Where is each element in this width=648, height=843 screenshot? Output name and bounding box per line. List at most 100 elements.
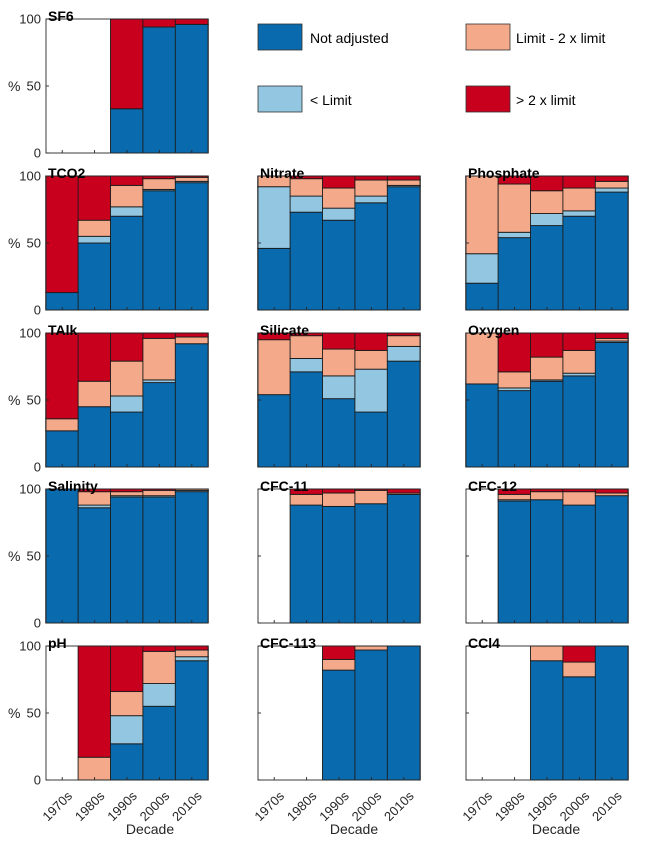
bar-tco2-1990s-not-adjusted [110, 215, 144, 311]
panel-title: CFC-11 [260, 478, 308, 494]
bar-ph-1980s-limit-2x [77, 756, 112, 781]
legend-swatch-above-2x [465, 85, 511, 113]
bar-talk-2010s-above-2x [174, 332, 209, 338]
panel-phosphate: Phosphate [465, 165, 629, 311]
bar-cfc-12-2000s-not-adjusted [562, 504, 597, 624]
y-axis-label: % [8, 548, 20, 564]
bar-oxygen-1970s-not-adjusted [465, 383, 500, 468]
panel-talk: 0 50 100% TAlk [8, 322, 209, 475]
bar-ccl4-2000s-above-2x [562, 645, 597, 663]
bar-ph-1990s-not-adjusted [110, 743, 144, 781]
y-tick-label: 0 [34, 773, 41, 788]
bar-talk-1990s-below-limit [110, 395, 144, 413]
bar-silicate-2010s-below-limit [386, 345, 421, 362]
bar-silicate-2000s-above-2x [354, 332, 389, 351]
x-axis-labels: Decade Decade Decade [126, 821, 580, 837]
bar-sf6-1990s-above-2x [110, 18, 144, 110]
panel-title: Phosphate [468, 165, 540, 181]
bar-tco2-1980s-above-2x [77, 175, 112, 221]
bar-talk-1970s-not-adjusted [45, 430, 80, 468]
panel-title: Silicate [260, 322, 309, 338]
bar-cfc-11-2000s-limit-2x [354, 489, 389, 505]
panel-title: TCO2 [48, 165, 86, 181]
y-tick-label: 0 [34, 616, 41, 631]
bar-phosphate-2010s-limit-2x [594, 180, 629, 189]
bar-silicate-2010s-limit-2x [386, 335, 421, 347]
legend-label-not-adjusted: Not adjusted [310, 30, 389, 46]
panel-cfc-11: CFC-11 [257, 478, 421, 624]
bar-cfc-12-1990s-limit-2x [530, 491, 564, 501]
bar-oxygen-1980s-above-2x [497, 332, 532, 373]
panels-layer: 0 50 100% SF6 0 50 100% TCO2 Nitrate Phosphate 0 50… [8, 8, 629, 824]
legend-swatch-not-adjusted [257, 23, 303, 51]
bar-silicate-2000s-not-adjusted [354, 411, 389, 468]
legend-item-not-adjusted: Not adjusted [257, 23, 389, 51]
bar-nitrate-1980s-below-limit [289, 195, 324, 213]
bar-sf6-2010s-not-adjusted [174, 23, 209, 154]
x-tick-label-2000s: 2000s [557, 788, 593, 824]
bar-talk-1980s-limit-2x [77, 380, 112, 408]
panel-title: CCl4 [468, 635, 500, 651]
bar-salinity-1990s-not-adjusted [110, 496, 144, 624]
y-tick-label: 50 [27, 706, 41, 721]
panel-oxygen: Oxygen [465, 322, 629, 468]
bar-tco2-1970s-above-2x [45, 175, 80, 294]
bar-phosphate-2000s-above-2x [562, 175, 597, 189]
bar-phosphate-2000s-limit-2x [562, 187, 597, 212]
bar-ph-2010s-below-limit [174, 656, 209, 662]
bar-sf6-1990s-not-adjusted [110, 108, 144, 154]
y-tick-label: 0 [34, 303, 41, 318]
bar-talk-1970s-limit-2x [45, 418, 80, 432]
bar-talk-1990s-above-2x [110, 332, 144, 362]
panel-title: Salinity [48, 478, 98, 494]
bar-ph-2000s-above-2x [142, 645, 177, 652]
bar-phosphate-1990s-not-adjusted [530, 225, 564, 311]
legend-label-below-limit: < Limit [310, 92, 352, 108]
panel-title: SF6 [48, 8, 74, 24]
bar-nitrate-1970s-below-limit [257, 186, 292, 249]
bar-salinity-2000s-limit-2x [142, 489, 177, 497]
bar-tco2-2010s-not-adjusted [174, 182, 209, 311]
bar-phosphate-1970s-below-limit [465, 253, 500, 284]
x-tick-label-2010s: 2010s [381, 788, 417, 824]
bar-salinity-2010s-not-adjusted [174, 491, 209, 624]
bar-oxygen-2010s-not-adjusted [594, 341, 629, 468]
x-tick-label-1980s: 1980s [284, 788, 320, 824]
y-tick-label: 50 [27, 79, 41, 94]
x-tick-label-1990s: 1990s [316, 788, 352, 824]
legend-swatch-limit-2x [465, 23, 511, 51]
bar-cfc-12-1990s-not-adjusted [530, 499, 564, 624]
y-tick-label: 50 [27, 236, 41, 251]
bar-cfc-11-1990s-not-adjusted [322, 505, 356, 624]
bar-silicate-2000s-below-limit [354, 368, 389, 413]
x-tick-label-1970s: 1970s [39, 788, 75, 824]
bar-salinity-1990s-limit-2x [110, 491, 144, 497]
bar-silicate-1980s-below-limit [289, 358, 324, 373]
bar-ph-1990s-below-limit [110, 715, 144, 745]
panel-title: CFC-12 [468, 478, 517, 494]
bar-oxygen-1990s-limit-2x [530, 356, 564, 381]
bar-nitrate-2000s-limit-2x [354, 179, 389, 197]
bar-nitrate-1980s-not-adjusted [289, 211, 324, 311]
bar-cfc-12-2010s-not-adjusted [594, 495, 629, 624]
bar-oxygen-2000s-not-adjusted [562, 375, 597, 468]
bar-nitrate-1970s-not-adjusted [257, 247, 292, 311]
y-tick-label: 100 [19, 12, 41, 27]
bar-oxygen-1980s-not-adjusted [497, 390, 532, 468]
bar-cfc-12-2000s-limit-2x [562, 491, 597, 506]
bar-salinity-1980s-not-adjusted [77, 507, 112, 624]
panel-nitrate: Nitrate [257, 165, 421, 311]
bar-cfc-113-2000s-not-adjusted [354, 649, 389, 781]
y-axis-label: % [8, 78, 20, 94]
legend-label-limit-2x: Limit - 2 x limit [516, 30, 606, 46]
bar-ph-2010s-not-adjusted [174, 660, 209, 781]
bar-ph-1990s-limit-2x [110, 691, 144, 717]
bar-nitrate-2000s-above-2x [354, 175, 389, 181]
bar-tco2-1980s-limit-2x [77, 219, 112, 237]
bar-cfc-113-2000s-limit-2x [354, 645, 389, 651]
bar-tco2-1990s-below-limit [110, 206, 144, 217]
panel-silicate: Silicate [257, 322, 421, 468]
bar-oxygen-1980s-limit-2x [497, 371, 532, 389]
x-axis-label-col3: Decade [532, 821, 580, 837]
